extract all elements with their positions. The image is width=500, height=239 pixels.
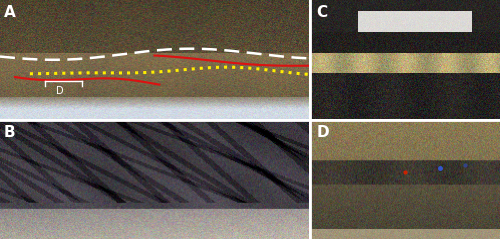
Text: C: C [316, 5, 328, 20]
Text: B: B [4, 125, 16, 140]
Text: A: A [4, 5, 16, 20]
Text: D: D [316, 125, 329, 140]
Text: D: D [56, 86, 64, 96]
